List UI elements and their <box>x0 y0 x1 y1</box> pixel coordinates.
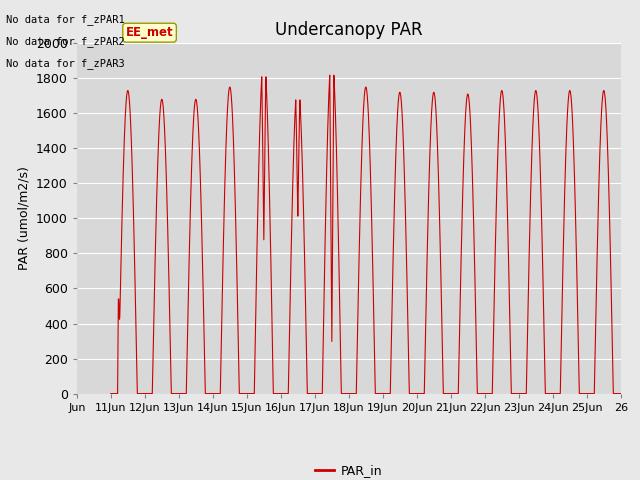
Text: No data for f_zPAR1: No data for f_zPAR1 <box>6 14 125 25</box>
Legend: PAR_in: PAR_in <box>310 459 387 480</box>
Text: No data for f_zPAR2: No data for f_zPAR2 <box>6 36 125 47</box>
Y-axis label: PAR (umol/m2/s): PAR (umol/m2/s) <box>17 167 30 270</box>
Text: No data for f_zPAR3: No data for f_zPAR3 <box>6 58 125 69</box>
Title: Undercanopy PAR: Undercanopy PAR <box>275 21 422 39</box>
Text: EE_met: EE_met <box>125 26 173 39</box>
